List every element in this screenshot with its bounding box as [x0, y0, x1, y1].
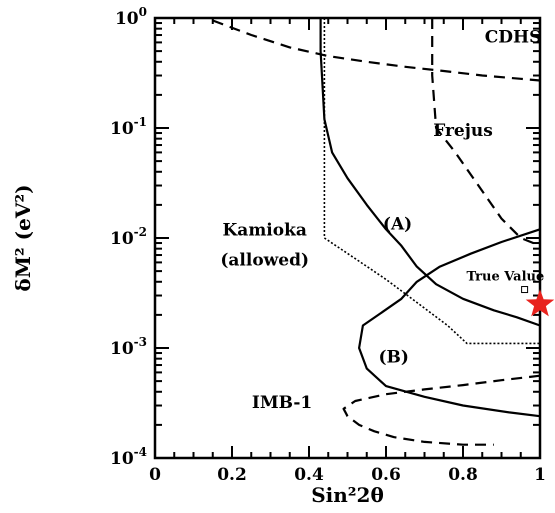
- y-axis-label: δM² (eV²): [11, 184, 35, 291]
- series-a: [319, 18, 541, 327]
- annotation-imb-1: IMB-1: [252, 393, 312, 413]
- y-tick-label: 100: [115, 5, 147, 29]
- series-imb-1: [342, 374, 541, 446]
- x-tick-label: 0.6: [371, 465, 401, 485]
- annotation-cdhs: CDHS: [485, 27, 542, 47]
- plot-frame: [153, 16, 542, 460]
- true-value-star-icon: [525, 289, 555, 317]
- series-frejus: [431, 18, 541, 247]
- annotation-frejus: Frejus: [433, 121, 493, 141]
- annotation-kamioka: Kamioka: [223, 221, 307, 241]
- annotation-allowed: (allowed): [220, 251, 309, 271]
- y-tick-label: 10-2: [110, 225, 147, 249]
- annotation-true-value: True Value: [466, 270, 544, 285]
- x-tick-label: 0.2: [217, 465, 247, 485]
- annotation-b: (B): [378, 347, 408, 367]
- y-tick-label: 10-4: [110, 445, 147, 469]
- series-cdhs: [212, 19, 541, 82]
- y-tick-label: 10-3: [110, 335, 147, 359]
- x-tick-label: 0.8: [448, 465, 478, 485]
- markers-layer: [521, 286, 555, 317]
- small-square-marker: [521, 286, 529, 294]
- series-layer: [212, 18, 541, 446]
- series-kamioka-allowed: [323, 18, 540, 345]
- y-tick-label: 10-1: [110, 115, 147, 139]
- x-axis-label: Sin²2θ: [311, 483, 384, 507]
- series-b: [358, 228, 541, 418]
- x-tick-label: 0.4: [294, 465, 324, 485]
- annotations-layer: CDHS Frejus (A) Kamioka (allowed) (B) IMB-1 Tru…: [220, 27, 544, 412]
- x-tick-label: 0: [149, 465, 161, 485]
- ticks-layer: 0 0.2 0.4 0.6 0.8 1 10-4 10-3 10-2 10-1 100: [110, 5, 546, 485]
- x-tick-label: 1: [534, 465, 546, 485]
- annotation-a: (A): [383, 214, 412, 234]
